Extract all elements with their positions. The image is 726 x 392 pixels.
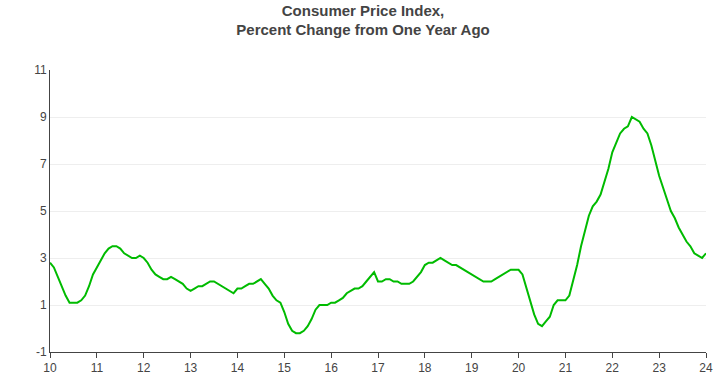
svg-text:-1: -1 [36,345,47,359]
svg-text:13: 13 [184,361,198,375]
svg-text:21: 21 [559,361,573,375]
svg-text:3: 3 [40,251,47,265]
svg-text:9: 9 [40,110,47,124]
svg-text:16: 16 [324,361,338,375]
svg-text:23: 23 [652,361,666,375]
svg-text:14: 14 [231,361,245,375]
svg-text:7: 7 [40,157,47,171]
svg-text:12: 12 [137,361,151,375]
svg-text:11: 11 [91,361,104,375]
svg-text:24: 24 [699,361,713,375]
svg-text:15: 15 [278,361,292,375]
svg-text:19: 19 [465,361,479,375]
svg-text:10: 10 [43,361,57,375]
svg-text:11: 11 [34,63,47,77]
svg-text:Consumer Price Index,Percent C: Consumer Price Index,Percent Change from… [236,2,489,39]
svg-text:20: 20 [512,361,526,375]
svg-text:17: 17 [371,361,385,375]
svg-text:1: 1 [40,298,47,312]
svg-text:5: 5 [40,204,47,218]
svg-text:18: 18 [418,361,432,375]
svg-text:22: 22 [606,361,620,375]
